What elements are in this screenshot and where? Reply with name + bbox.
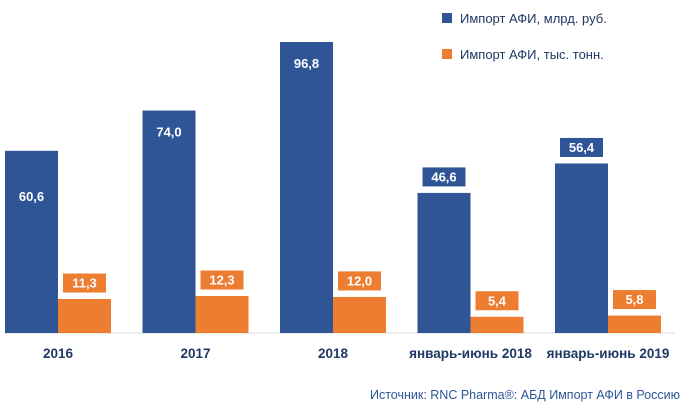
legend-swatch-series-1 <box>442 13 452 23</box>
data-label-box-s2-2 <box>199 269 245 291</box>
legend: Импорт АФИ, млрд. руб. Импорт АФИ, тыс. … <box>442 8 607 80</box>
data-label-s1-2: 74,0 <box>156 125 181 140</box>
x-tick-label-3: 2018 <box>318 346 349 361</box>
data-label-s2-4: 5,4 <box>488 293 507 308</box>
data-label-box-s2-4 <box>474 290 520 312</box>
data-label-s2-1: 11,3 <box>72 276 97 291</box>
data-label-box-s2-5 <box>612 289 657 311</box>
data-label-s2-2: 12,3 <box>209 273 234 288</box>
bar-s1-2 <box>142 110 196 333</box>
data-label-box-s1-4 <box>421 166 467 188</box>
data-label-box-s2-1 <box>62 272 107 294</box>
bar-s2-4 <box>470 316 524 333</box>
legend-label-series-1: Импорт АФИ, млрд. руб. <box>460 10 607 26</box>
bar-s1-5 <box>555 163 608 333</box>
bar-s1-3 <box>280 42 333 333</box>
legend-swatch-series-2 <box>442 49 452 59</box>
bar-s2-5 <box>608 315 661 333</box>
data-label-s2-5: 5,8 <box>625 292 643 307</box>
data-label-s1-5: 56,4 <box>569 140 595 155</box>
bar-s1-4 <box>417 192 471 333</box>
x-tick-label-1: 2016 <box>43 346 74 361</box>
bar-s2-2 <box>195 296 249 333</box>
x-tick-label-4: январь-июнь 2018 <box>409 346 532 361</box>
bar-s2-3 <box>333 296 386 333</box>
legend-label-series-2: Импорт АФИ, тыс. тонн. <box>460 46 604 62</box>
data-label-box-s1-5 <box>559 136 604 158</box>
bar-s1-1 <box>5 150 58 333</box>
data-label-box-s2-3 <box>337 270 382 292</box>
source-note: Источник: RNC Pharma®: АБД Импорт АФИ в … <box>369 388 680 402</box>
x-tick-label-5: январь-июнь 2019 <box>547 346 670 361</box>
bar-s2-1 <box>58 299 111 333</box>
data-label-s1-4: 46,6 <box>431 169 456 184</box>
data-label-s1-3: 96,8 <box>294 56 319 71</box>
legend-item-series-2: Импорт АФИ, тыс. тонн. <box>442 44 607 64</box>
x-tick-label-2: 2017 <box>180 346 210 361</box>
data-label-s2-3: 12,0 <box>347 273 372 288</box>
legend-item-series-1: Импорт АФИ, млрд. руб. <box>442 8 607 28</box>
data-label-s1-1: 60,6 <box>19 189 44 204</box>
